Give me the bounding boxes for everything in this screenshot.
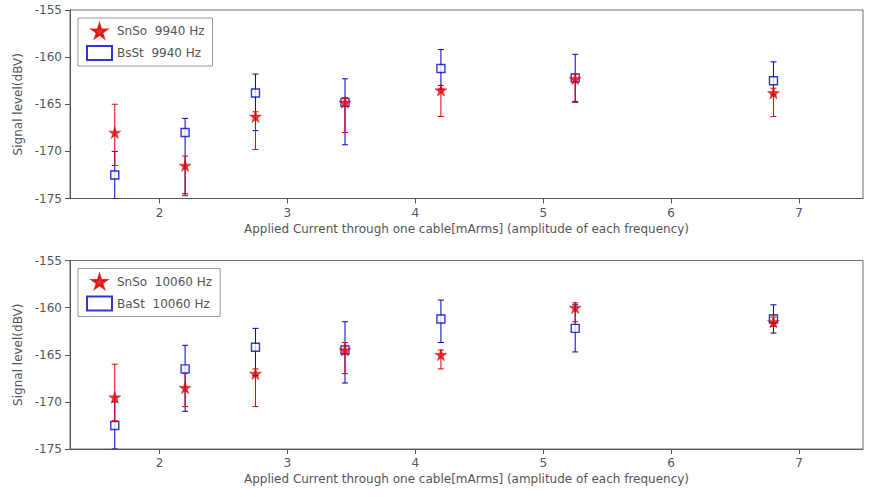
svg-text:-165: -165	[35, 97, 62, 111]
svg-text:4: 4	[412, 206, 420, 220]
svg-text:-165: -165	[35, 348, 62, 362]
svg-text:-170: -170	[35, 395, 62, 409]
svg-text:BsSt 9940 Hz: BsSt 9940 Hz	[117, 46, 201, 60]
svg-text:4: 4	[412, 456, 420, 470]
svg-text:3: 3	[284, 456, 292, 470]
svg-text:-170: -170	[35, 144, 62, 158]
svg-text:2: 2	[156, 206, 164, 220]
svg-text:Signal level(dBV): Signal level(dBV)	[11, 304, 25, 406]
svg-text:Applied Current through one ca: Applied Current through one cable[mArms]…	[244, 222, 689, 236]
svg-text:5: 5	[539, 456, 547, 470]
svg-text:6: 6	[667, 456, 675, 470]
svg-text:5: 5	[539, 206, 547, 220]
svg-text:SnSo 9940 Hz: SnSo 9940 Hz	[117, 24, 205, 38]
svg-text:Signal level(dBV): Signal level(dBV)	[11, 53, 25, 155]
svg-text:BaSt 10060 Hz: BaSt 10060 Hz	[117, 297, 210, 311]
svg-text:Applied Current through one ca: Applied Current through one cable[mArms]…	[244, 472, 689, 486]
svg-text:7: 7	[795, 456, 803, 470]
svg-text:3: 3	[284, 206, 292, 220]
svg-text:6: 6	[667, 206, 675, 220]
svg-text:-155: -155	[35, 254, 62, 268]
svg-text:-160: -160	[35, 301, 62, 315]
svg-text:-175: -175	[35, 442, 62, 456]
svg-text:-160: -160	[35, 50, 62, 64]
svg-text:7: 7	[795, 206, 803, 220]
svg-text:-155: -155	[35, 3, 62, 17]
svg-text:SnSo 10060 Hz: SnSo 10060 Hz	[117, 275, 212, 289]
svg-text:-175: -175	[35, 192, 62, 206]
svg-text:2: 2	[156, 456, 164, 470]
